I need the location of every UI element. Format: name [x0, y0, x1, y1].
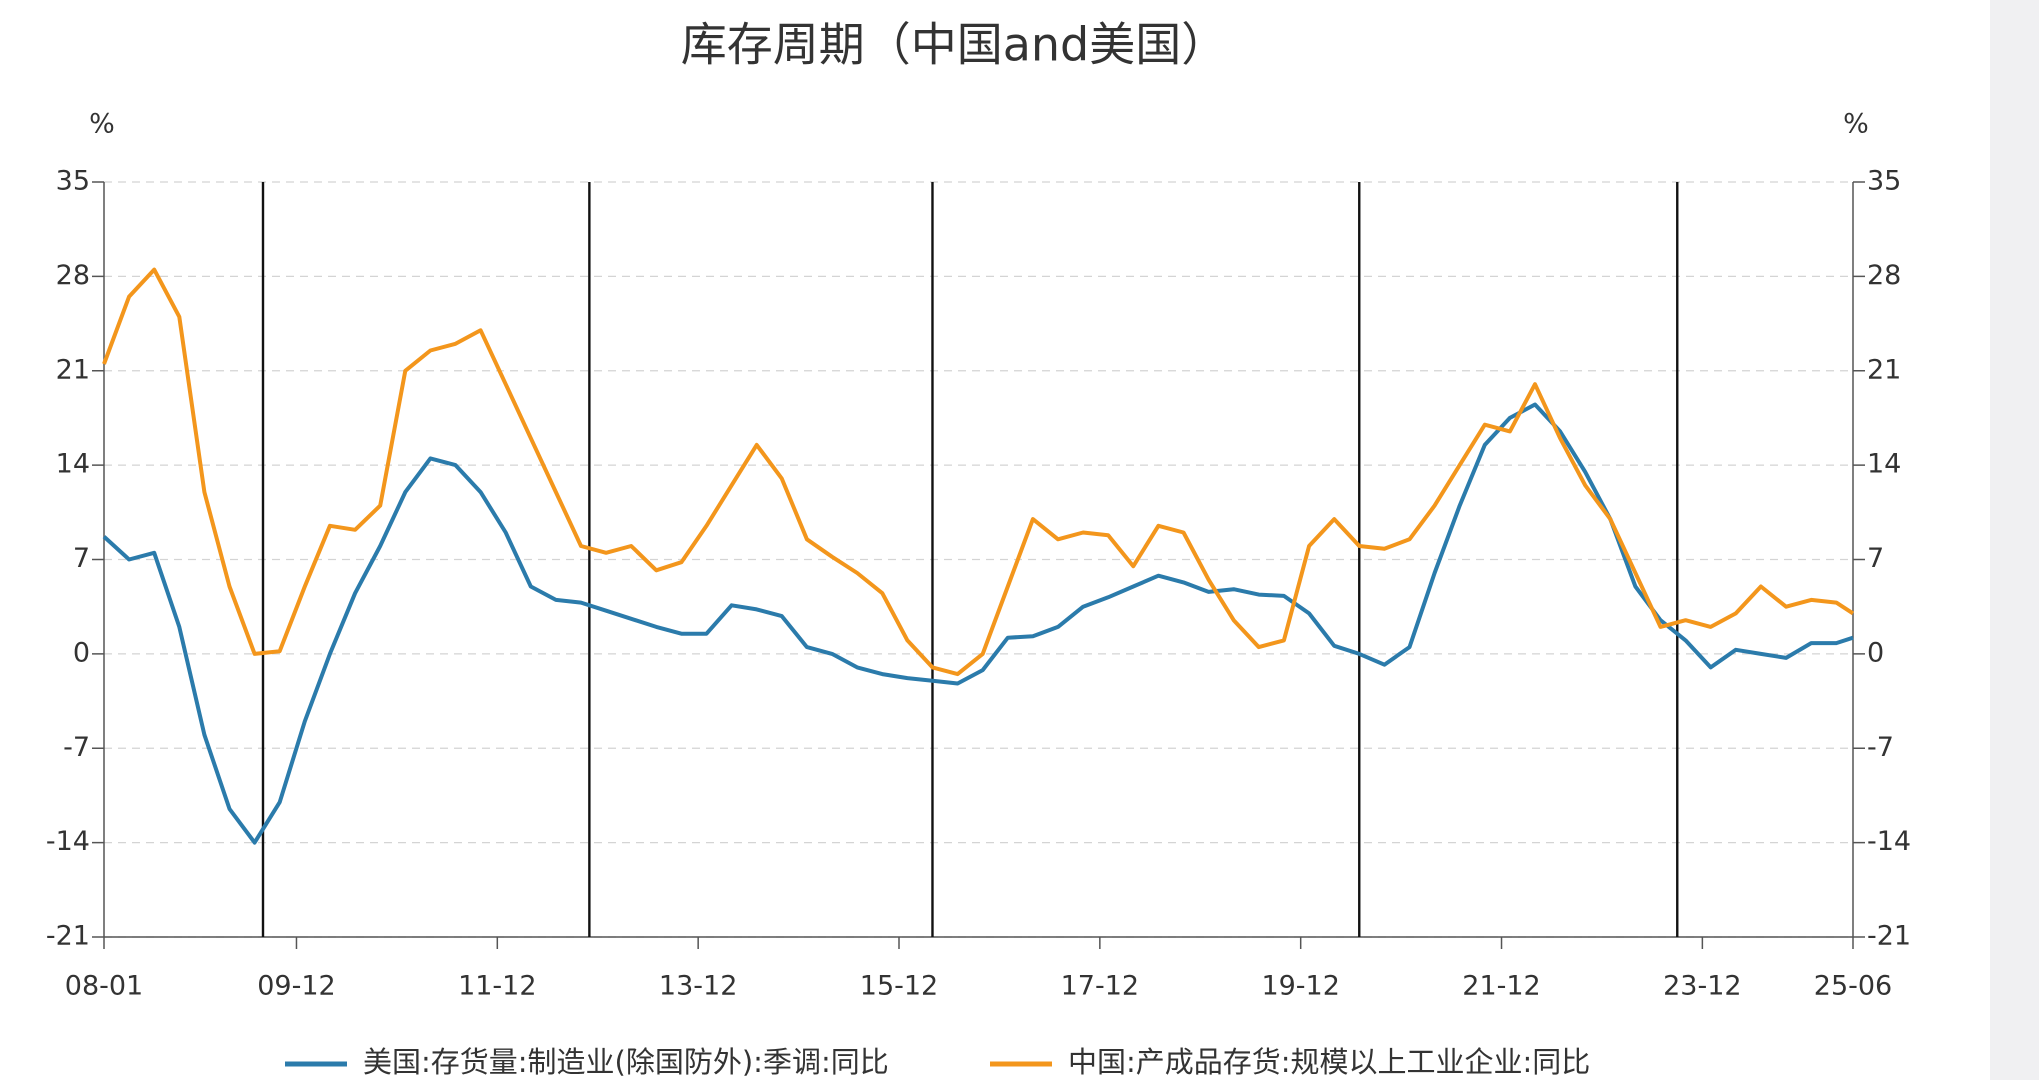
y2-tick-label: 0 — [1867, 637, 1884, 668]
y2-tick-label: 21 — [1867, 354, 1901, 385]
y2-tick-label: 28 — [1867, 260, 1901, 291]
y2-tick-label: -14 — [1867, 826, 1911, 857]
x-tick-label: 21-12 — [1462, 971, 1540, 1002]
series-line — [102, 402, 1854, 845]
y-tick-label: -14 — [46, 826, 90, 857]
legend-label: 中国:产成品存货:规模以上工业企业:同比 — [1068, 1045, 1590, 1079]
y-tick-label: 28 — [56, 260, 90, 291]
y2-tick-label: 7 — [1867, 543, 1884, 574]
x-tick-label: 13-12 — [659, 971, 737, 1002]
y-tick-label: 7 — [73, 543, 90, 574]
y2-axis-unit: % — [1843, 109, 1869, 140]
y-tick-label: -21 — [46, 921, 90, 952]
y2-tick-label: -7 — [1867, 732, 1894, 763]
x-tick-label: 17-12 — [1061, 971, 1139, 1002]
x-tick-label: 08-01 — [65, 971, 143, 1002]
y-tick-label: 21 — [56, 354, 90, 385]
y-tick-label: 35 — [56, 166, 90, 197]
chart-title: 库存周期（中国and美国） — [681, 18, 1228, 72]
y2-tick-label: 14 — [1867, 449, 1901, 480]
x-tick-label: 23-12 — [1663, 971, 1741, 1002]
y-axis-unit: % — [89, 109, 115, 140]
x-tick-label: 11-12 — [458, 971, 536, 1002]
y2-tick-label: 35 — [1867, 166, 1901, 197]
x-tick-label: 09-12 — [257, 971, 335, 1002]
x-tick-label: 15-12 — [860, 971, 938, 1002]
y2-tick-label: -21 — [1867, 921, 1911, 952]
y-tick-label: -7 — [63, 732, 90, 763]
legend-label: 美国:存货量:制造业(除国防外):季调:同比 — [363, 1045, 889, 1079]
side-panel — [1990, 0, 2039, 1080]
x-tick-label: 19-12 — [1261, 971, 1339, 1002]
series-line — [102, 267, 1855, 677]
y-tick-label: 14 — [56, 449, 90, 480]
y-tick-label: 0 — [73, 637, 90, 668]
x-tick-label: 25-06 — [1814, 971, 1892, 1002]
